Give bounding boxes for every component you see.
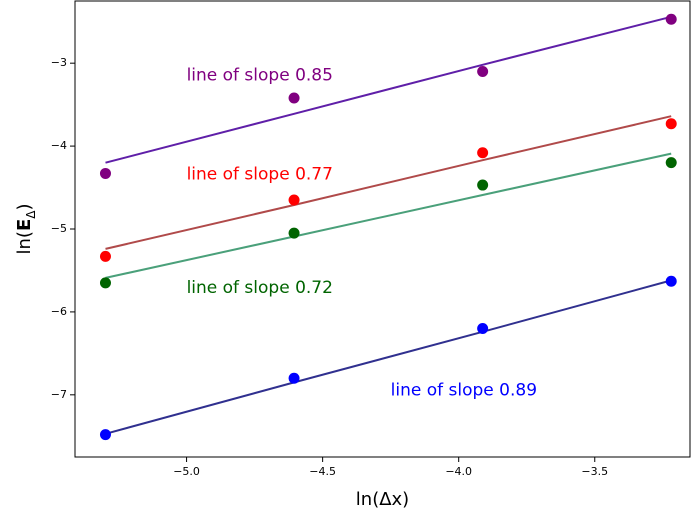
x-axis-label: ln(Δx): [356, 489, 409, 510]
data-point-0-1: [289, 93, 300, 104]
data-point-0-0: [100, 168, 111, 179]
plot-frame: [75, 1, 690, 457]
data-point-2-0: [100, 277, 111, 288]
x-tick-label-3: −3.5: [581, 465, 608, 478]
fit-line-0: [106, 17, 672, 163]
data-point-0-3: [666, 14, 677, 25]
slope-annotation-0: line of slope 0.85: [187, 66, 333, 86]
data-point-3-1: [289, 373, 300, 384]
y-tick-label-0: −7: [51, 388, 67, 401]
data-point-1-3: [666, 118, 677, 129]
data-point-0-2: [477, 66, 488, 77]
slope-annotation-1: line of slope 0.77: [187, 164, 333, 184]
x-tick-label-2: −4.0: [445, 465, 472, 478]
x-tick-label-0: −5.0: [173, 465, 200, 478]
fit-line-3: [106, 280, 672, 433]
y-axis-label-prefix: ln(: [14, 231, 35, 254]
data-point-1-2: [477, 147, 488, 158]
data-point-2-3: [666, 157, 677, 168]
data-point-3-0: [100, 429, 111, 440]
data-point-2-1: [289, 228, 300, 239]
x-tick-label-1: −4.5: [309, 465, 336, 478]
data-point-2-2: [477, 180, 488, 191]
y-tick-label-3: −4: [51, 139, 67, 152]
y-tick-label-2: −5: [51, 222, 67, 235]
slope-annotation-3: line of slope 0.89: [391, 381, 537, 401]
slope-annotation-2: line of slope 0.72: [187, 278, 333, 298]
data-point-3-2: [477, 323, 488, 334]
y-axis-label: ln(EΔ): [14, 204, 38, 255]
y-tick-label-1: −6: [51, 305, 67, 318]
data-point-1-1: [289, 194, 300, 205]
y-axis-label-main: E: [14, 219, 35, 231]
data-point-1-0: [100, 251, 111, 262]
y-tick-label-4: −3: [51, 56, 67, 69]
plot-area: line of slope 0.85 line of slope 0.77 line…: [100, 14, 677, 440]
data-point-3-3: [666, 276, 677, 287]
y-axis-label-suffix: ): [14, 204, 35, 211]
